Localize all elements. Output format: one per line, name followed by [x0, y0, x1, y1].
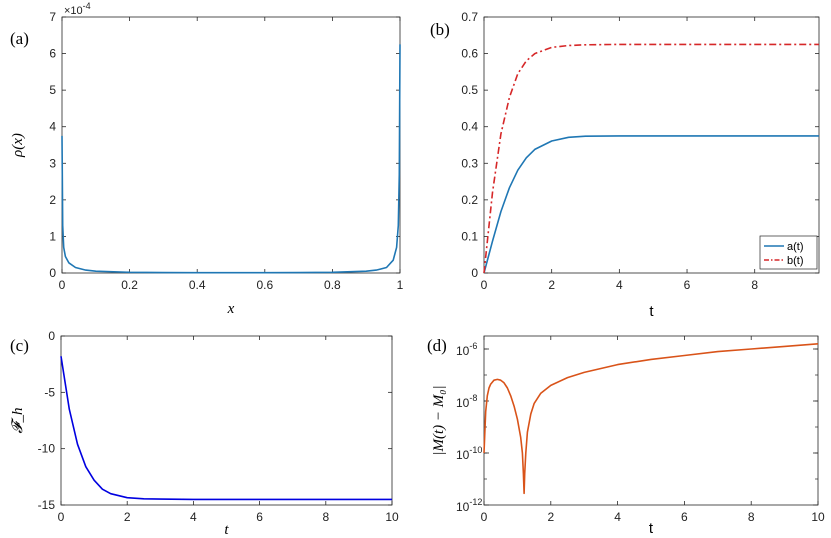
y-tick-label: 0.5: [461, 83, 478, 97]
series-line-0: [483, 343, 819, 495]
y-axis-label: ρ(x): [10, 133, 26, 158]
panel-label: (d): [427, 336, 447, 355]
x-tick-label: 8: [748, 510, 755, 524]
y-tick-label: 5: [49, 83, 56, 97]
y-tick-label: 0.7: [461, 10, 478, 24]
x-tick-label: 6: [681, 510, 688, 524]
y-tick-label: 3: [49, 156, 56, 170]
x-tick-label: 6: [256, 510, 263, 524]
x-tick-label: 2: [548, 278, 555, 292]
axes-box: [61, 16, 401, 274]
x-tick-label: 0: [481, 278, 488, 292]
x-tick-label: 0: [59, 278, 66, 292]
y-tick-label: 7: [49, 10, 56, 24]
legend-box: [759, 235, 818, 270]
panel-3: (d) 0 2 4 6 8 10 10-6 10-8 10-10 10-12 t |M(t) − M₀|: [427, 335, 825, 537]
y-tick-label: 10-6: [456, 341, 477, 358]
x-tick-label: 2: [124, 510, 131, 524]
x-axis-label: x: [227, 301, 235, 317]
series-line-1: [483, 43, 819, 274]
y-tick-label: 0: [471, 266, 478, 280]
axes-box: [60, 335, 393, 506]
y-tick-label: 0: [48, 329, 55, 343]
x-tick-label: 0.2: [121, 278, 138, 292]
x-tick-label: 4: [616, 278, 623, 292]
y-tick-label: 10-10: [456, 445, 482, 462]
series-line-0: [483, 135, 819, 274]
panel-label: (b): [430, 20, 450, 39]
x-tick-label: 6: [684, 278, 691, 292]
y-tick-label: 4: [49, 120, 56, 134]
x-tick-label: 0.4: [189, 278, 206, 292]
x-tick-label: 10: [811, 510, 825, 524]
panel-0: (a) 0 0.2 0.4 0.6 0.8 1 0 1 2 3 4 5 6 7 x ρ(x) ×10-4: [10, 1, 404, 317]
x-tick-label: 4: [614, 510, 621, 524]
x-tick-label: 0: [58, 510, 65, 524]
y-tick-label: -5: [44, 385, 55, 399]
x-tick-label: 8: [751, 278, 758, 292]
x-axis-label: t: [224, 522, 229, 538]
y-tick-label: 10-12: [456, 497, 482, 514]
legend-label: a(t): [787, 241, 804, 253]
y-tick-label: 1: [49, 229, 56, 243]
series-line-0: [60, 356, 392, 501]
panel-label: (a): [10, 29, 29, 48]
panel-label: (c): [10, 336, 29, 355]
x-tick-label: 8: [322, 510, 329, 524]
y-tick-label: 0.6: [461, 47, 478, 61]
y-tick-label: 2: [49, 193, 56, 207]
x-tick-label: 2: [547, 510, 554, 524]
axes-box: [483, 335, 819, 506]
y-tick-label: -10: [38, 442, 56, 456]
x-tick-label: 0.6: [256, 278, 273, 292]
x-axis-label: t: [649, 303, 654, 320]
y-tick-label: 0.1: [461, 229, 478, 243]
x-tick-label: 0.8: [324, 278, 341, 292]
series-line-0: [61, 44, 401, 274]
x-axis-label: t: [649, 520, 654, 537]
panel-1: (b) 0 2 4 6 8 0 0.1 0.2 0.3 0.4 0.5 0.6 0.7 t a(t) b(t): [430, 10, 820, 320]
y-tick-label: 0.4: [461, 120, 478, 134]
x-tick-label: 0: [481, 510, 488, 524]
y-tick-label: -15: [38, 498, 56, 512]
y-axis-label: 𝓕_h: [10, 407, 26, 433]
y-tick-label: 0.3: [461, 156, 478, 170]
legend-label: b(t): [787, 255, 804, 267]
x-tick-label: 10: [385, 510, 399, 524]
y-tick-label: 0.2: [461, 193, 478, 207]
x-tick-label: 1: [397, 278, 404, 292]
y-axis-label: |M(t) − M₀|: [431, 385, 447, 455]
x-tick-label: 4: [190, 510, 197, 524]
axes-box: [483, 16, 820, 274]
y-tick-label: 0: [49, 266, 56, 280]
panel-2: (c) 0 2 4 6 8 10 0 -5 -10 -15 t 𝓕_h: [10, 329, 399, 538]
y-tick-label: 10-8: [456, 393, 477, 410]
y-tick-label: 6: [49, 47, 56, 61]
y-multiplier-label: ×10-4: [64, 1, 91, 17]
